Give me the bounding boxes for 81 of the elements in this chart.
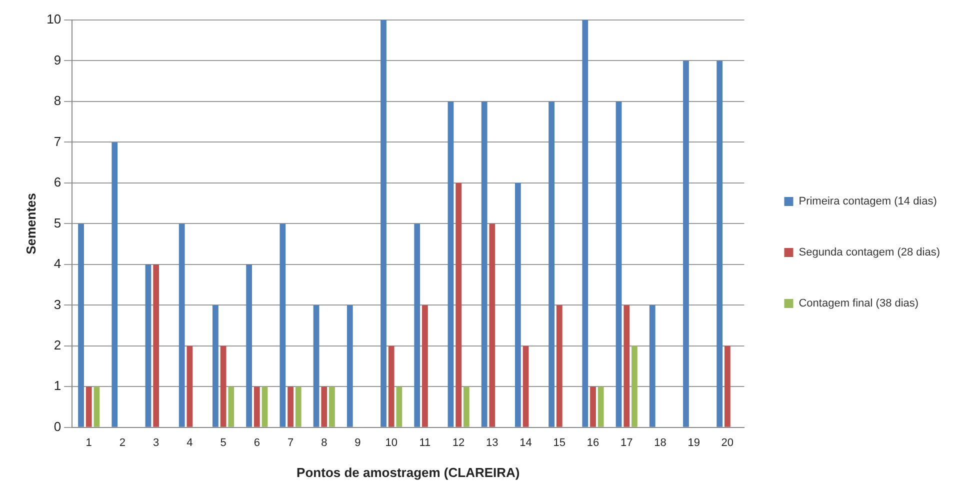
y-axis-title: Sementes [23, 192, 38, 254]
bar [456, 182, 462, 427]
bar [94, 386, 100, 427]
bar [624, 305, 630, 427]
bar [262, 386, 268, 427]
x-tick-label: 18 [654, 436, 666, 449]
y-tick-label: 6 [54, 174, 62, 190]
x-tick-label: 7 [287, 436, 294, 449]
x-tick-label: 4 [186, 436, 193, 449]
x-tick-label: 8 [321, 436, 328, 449]
bar [396, 386, 402, 427]
bar [582, 20, 588, 427]
x-tick-label: 10 [385, 436, 398, 449]
x-tick-label: 5 [220, 436, 226, 449]
x-axis-title: Pontos de amostragem (CLAREIRA) [296, 464, 520, 480]
bar [186, 346, 193, 427]
bar [212, 305, 218, 427]
x-tick-label: 15 [553, 436, 566, 449]
bar [153, 264, 160, 427]
legend-label: Primeira contagem (14 dias) [798, 196, 937, 208]
bar [598, 386, 604, 427]
legend-label: Contagem final (38 dias) [798, 298, 919, 310]
bar [481, 101, 488, 427]
bar [548, 101, 554, 427]
x-tick-label: 2 [119, 436, 126, 449]
y-tick-label: 5 [54, 215, 62, 230]
bar [254, 386, 260, 427]
x-tick-label: 17 [620, 436, 633, 449]
bar [246, 264, 252, 427]
bar [280, 224, 286, 427]
bar [616, 101, 622, 427]
y-tick-label: 1 [54, 378, 62, 394]
y-tick-label: 0 [54, 418, 62, 434]
bar [288, 386, 294, 427]
bar [295, 386, 302, 427]
x-tick-label: 20 [721, 436, 734, 449]
bar [220, 346, 226, 427]
bar [380, 20, 386, 427]
y-tick-label: 3 [54, 296, 62, 312]
x-tick-label: 1 [86, 436, 92, 449]
bar [515, 182, 521, 427]
x-tick-label: 19 [688, 436, 700, 449]
y-tick-label: 7 [54, 134, 62, 149]
bar [112, 142, 118, 427]
legend-label: Segunda contagem (28 dias) [798, 246, 940, 259]
bar [463, 386, 470, 427]
bar [649, 305, 656, 427]
bar [86, 386, 92, 427]
y-tick-label: 4 [54, 256, 62, 272]
y-tick-label: 9 [54, 52, 62, 68]
x-tick-label: 14 [520, 436, 532, 449]
y-tick-label: 2 [54, 338, 62, 352]
bar [590, 386, 596, 427]
bar [489, 224, 496, 427]
bar [448, 101, 454, 427]
bar [313, 305, 320, 427]
bar [716, 60, 723, 427]
y-tick-label: 10 [46, 12, 62, 27]
x-tick-label: 9 [354, 436, 361, 449]
bar [422, 305, 428, 427]
bar [228, 386, 234, 427]
x-tick-label: 6 [254, 436, 260, 449]
bar [724, 346, 730, 427]
x-tick-label: 3 [153, 436, 160, 449]
bar [329, 386, 335, 427]
bar [346, 305, 353, 427]
x-tick-label: 11 [419, 436, 431, 449]
bar [388, 346, 394, 427]
bar [683, 60, 689, 427]
bar [178, 224, 185, 427]
bar [321, 386, 328, 427]
x-tick-label: 12 [452, 436, 465, 449]
bar [78, 224, 84, 427]
bar [414, 224, 420, 427]
bar [522, 346, 529, 427]
bar [556, 305, 562, 427]
x-tick-label: 13 [486, 436, 498, 449]
bar [145, 264, 152, 427]
y-tick-label: 8 [54, 93, 62, 108]
x-tick-label: 16 [586, 436, 600, 449]
bar [632, 346, 638, 427]
